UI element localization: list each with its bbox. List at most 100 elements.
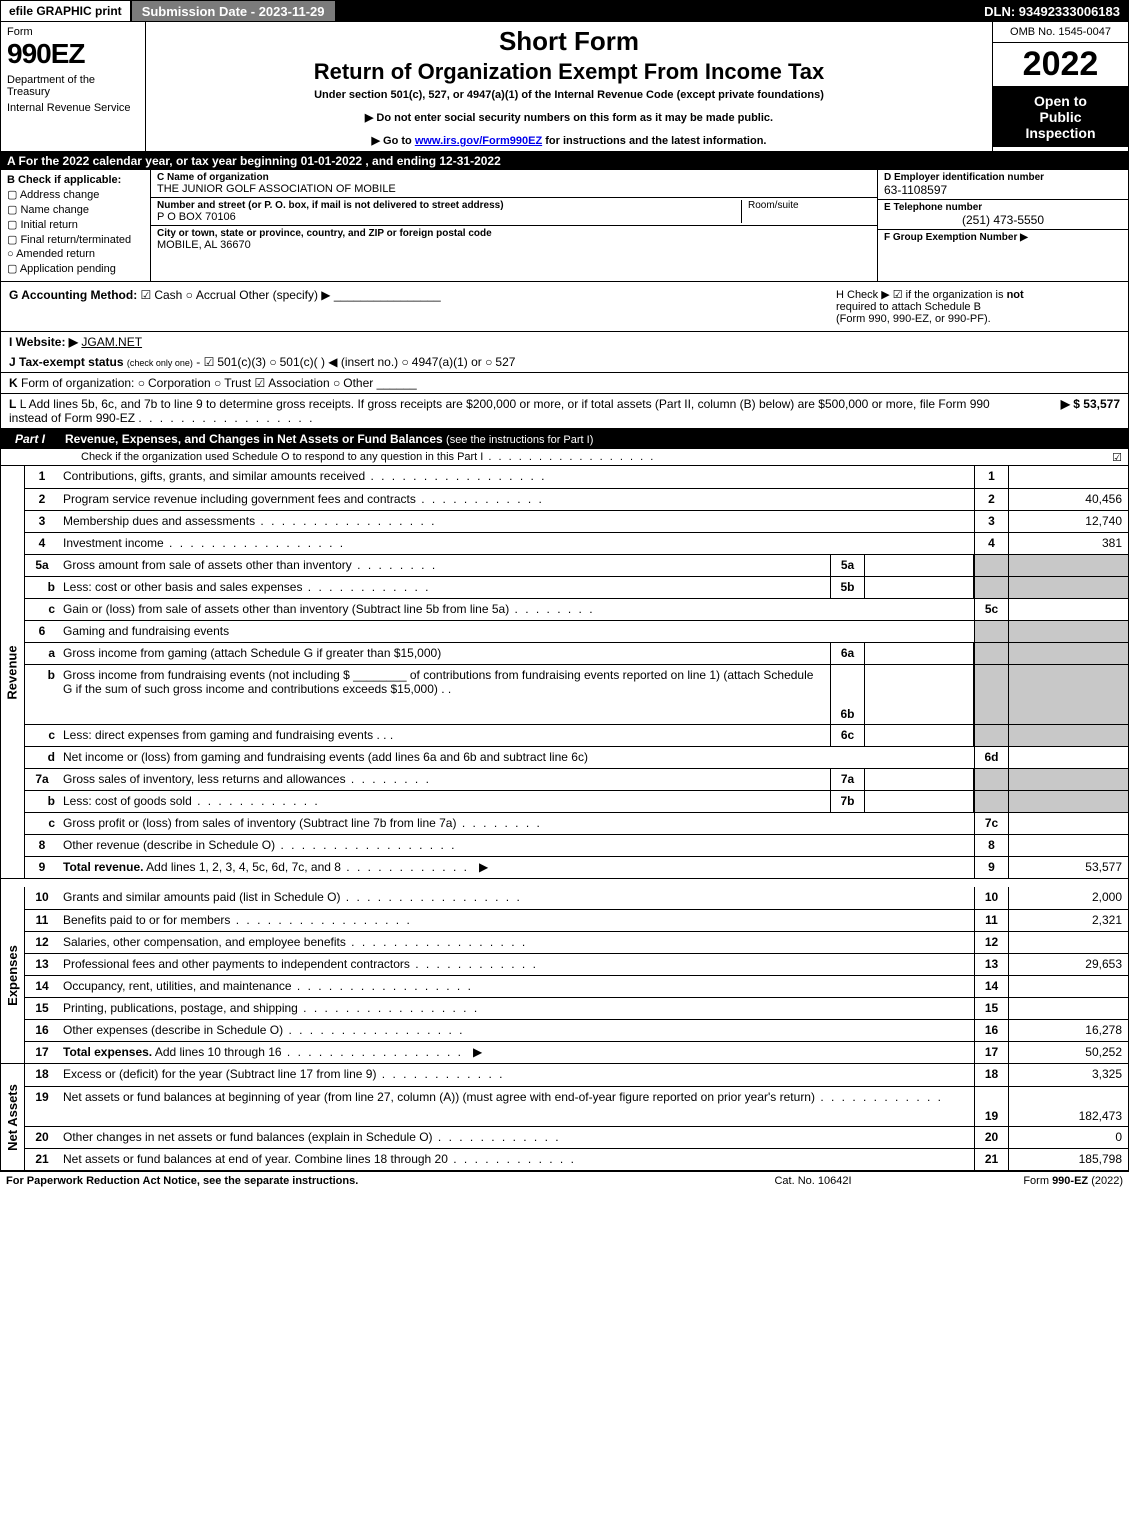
part-i-sub: (see the instructions for Part I) xyxy=(446,434,593,446)
line-7c: c Gross profit or (loss) from sales of i… xyxy=(25,812,1128,834)
org-name: THE JUNIOR GOLF ASSOCIATION OF MOBILE xyxy=(157,183,871,195)
line-6a-col xyxy=(974,642,1008,664)
irs-link[interactable]: www.irs.gov/Form990EZ xyxy=(415,135,542,147)
line-19-num: 19 xyxy=(25,1086,59,1126)
omb-number: OMB No. 1545-0047 xyxy=(993,22,1128,43)
line-11-num: 11 xyxy=(25,909,59,931)
box-b-header: B Check if applicable: xyxy=(7,174,144,186)
box-c: C Name of organization THE JUNIOR GOLF A… xyxy=(151,170,878,281)
line-5a-val xyxy=(1008,554,1128,576)
line-1-col: 1 xyxy=(974,466,1008,488)
chk-527[interactable] xyxy=(485,355,495,369)
chk-trust[interactable] xyxy=(214,376,224,390)
line-16-val: 16,278 xyxy=(1008,1019,1128,1041)
line-7c-desc: Gross profit or (loss) from sales of inv… xyxy=(59,812,974,834)
header-link-note: ▶ Go to www.irs.gov/Form990EZ for instru… xyxy=(152,134,986,147)
open-line1: Open to xyxy=(997,93,1124,109)
line-7a: 7a Gross sales of inventory, less return… xyxy=(25,768,1128,790)
chk-other-org[interactable] xyxy=(333,376,343,390)
chk-address-change[interactable]: Address change xyxy=(7,188,144,201)
website-value: JGAM.NET xyxy=(81,335,542,349)
line-5b-desc: Less: cost or other basis and sales expe… xyxy=(59,576,830,598)
line-16-num: 16 xyxy=(25,1019,59,1041)
phone-value: (251) 473-5550 xyxy=(884,213,1122,227)
line-9-col: 9 xyxy=(974,856,1008,878)
line-14: 14 Occupancy, rent, utilities, and maint… xyxy=(25,975,1128,997)
line-5a-midval xyxy=(864,554,974,576)
header-right: OMB No. 1545-0047 2022 Open to Public In… xyxy=(993,22,1128,151)
line-7b-col xyxy=(974,790,1008,812)
line-6b-col xyxy=(974,664,1008,724)
chk-501c[interactable] xyxy=(269,355,279,369)
chk-application-pending[interactable]: Application pending xyxy=(7,262,144,275)
chk-name-change[interactable]: Name change xyxy=(7,203,144,216)
chk-501c3[interactable] xyxy=(204,355,218,369)
line-5a-midnum: 5a xyxy=(830,554,864,576)
box-c-city-label: City or town, state or province, country… xyxy=(157,228,492,239)
line-7a-val xyxy=(1008,768,1128,790)
top-bar: efile GRAPHIC print Submission Date - 20… xyxy=(0,0,1129,22)
line-6b-desc: Gross income from fundraising events (no… xyxy=(59,664,830,724)
chk-cash[interactable]: Cash xyxy=(141,288,183,302)
line-6c-midval xyxy=(864,724,974,746)
link-post: for instructions and the latest informat… xyxy=(542,135,766,147)
part-i-note: Check if the organization used Schedule … xyxy=(0,449,1129,466)
line-1-val xyxy=(1008,466,1128,488)
line-18-desc: Excess or (deficit) for the year (Subtra… xyxy=(59,1064,974,1086)
section-gh: G Accounting Method: Cash Accrual Other … xyxy=(0,282,1129,332)
line-2-num: 2 xyxy=(25,488,59,510)
line-6c-num: c xyxy=(25,724,59,746)
line-3-val: 12,740 xyxy=(1008,510,1128,532)
part-i-title: Revenue, Expenses, and Changes in Net As… xyxy=(59,429,1128,449)
line-18-num: 18 xyxy=(25,1064,59,1086)
line-7b-midval xyxy=(864,790,974,812)
line-5b-num: b xyxy=(25,576,59,598)
form-word: Form xyxy=(7,26,139,38)
chk-amended-return[interactable]: Amended return xyxy=(7,248,144,260)
line-13-desc: Professional fees and other payments to … xyxy=(59,953,974,975)
netassets-vlabel: Net Assets xyxy=(1,1064,25,1170)
page-footer: For Paperwork Reduction Act Notice, see … xyxy=(0,1171,1129,1190)
line-8-desc: Other revenue (describe in Schedule O) xyxy=(59,834,974,856)
line-17-val: 50,252 xyxy=(1008,1041,1128,1063)
line-20-val: 0 xyxy=(1008,1126,1128,1148)
line-7c-val xyxy=(1008,812,1128,834)
line-6a-midval xyxy=(864,642,974,664)
line-6d: d Net income or (loss) from gaming and f… xyxy=(25,746,1128,768)
line-5b-midval xyxy=(864,576,974,598)
line-14-val xyxy=(1008,975,1128,997)
header-ssn-note: ▶ Do not enter social security numbers o… xyxy=(152,111,986,124)
part-i-note-text: Check if the organization used Schedule … xyxy=(81,451,483,463)
chk-final-return[interactable]: Final return/terminated xyxy=(7,233,144,246)
form-header: Form 990EZ Department of the Treasury In… xyxy=(0,22,1129,152)
submission-date: Submission Date - 2023-11-29 xyxy=(130,1,336,21)
chk-4947[interactable] xyxy=(402,355,412,369)
line-17: 17 Total expenses. Add lines 10 through … xyxy=(25,1041,1128,1063)
line-13-val: 29,653 xyxy=(1008,953,1128,975)
netassets-table: Net Assets 18 Excess or (deficit) for th… xyxy=(0,1064,1129,1171)
chk-corp[interactable] xyxy=(138,376,148,390)
chk-assoc[interactable] xyxy=(255,376,269,390)
line-7b-val xyxy=(1008,790,1128,812)
chk-initial-return[interactable]: Initial return xyxy=(7,218,144,231)
line-5c-col: 5c xyxy=(974,598,1008,620)
line-6c-midnum: 6c xyxy=(830,724,864,746)
line-21-desc: Net assets or fund balances at end of ye… xyxy=(59,1148,974,1170)
line-11-desc: Benefits paid to or for members xyxy=(59,909,974,931)
line-5a-num: 5a xyxy=(25,554,59,576)
row-l-value: ▶ $ 53,577 xyxy=(1000,397,1120,425)
line-10-col: 10 xyxy=(974,887,1008,909)
header-left: Form 990EZ Department of the Treasury In… xyxy=(1,22,146,151)
footer-right-bold: 990-EZ xyxy=(1052,1175,1088,1187)
line-6d-num: d xyxy=(25,746,59,768)
line-6a-midnum: 6a xyxy=(830,642,864,664)
chk-accrual[interactable]: Accrual xyxy=(186,288,236,302)
row-k: K Form of organization: Corporation Trus… xyxy=(0,373,1129,394)
line-16: 16 Other expenses (describe in Schedule … xyxy=(25,1019,1128,1041)
line-20-desc: Other changes in net assets or fund bala… xyxy=(59,1126,974,1148)
part-i-title-text: Revenue, Expenses, and Changes in Net As… xyxy=(65,432,446,446)
org-city: MOBILE, AL 36670 xyxy=(157,239,492,251)
line-8: 8 Other revenue (describe in Schedule O)… xyxy=(25,834,1128,856)
part-i-checkbox[interactable]: ☑ xyxy=(1112,451,1122,464)
line-21-col: 21 xyxy=(974,1148,1008,1170)
